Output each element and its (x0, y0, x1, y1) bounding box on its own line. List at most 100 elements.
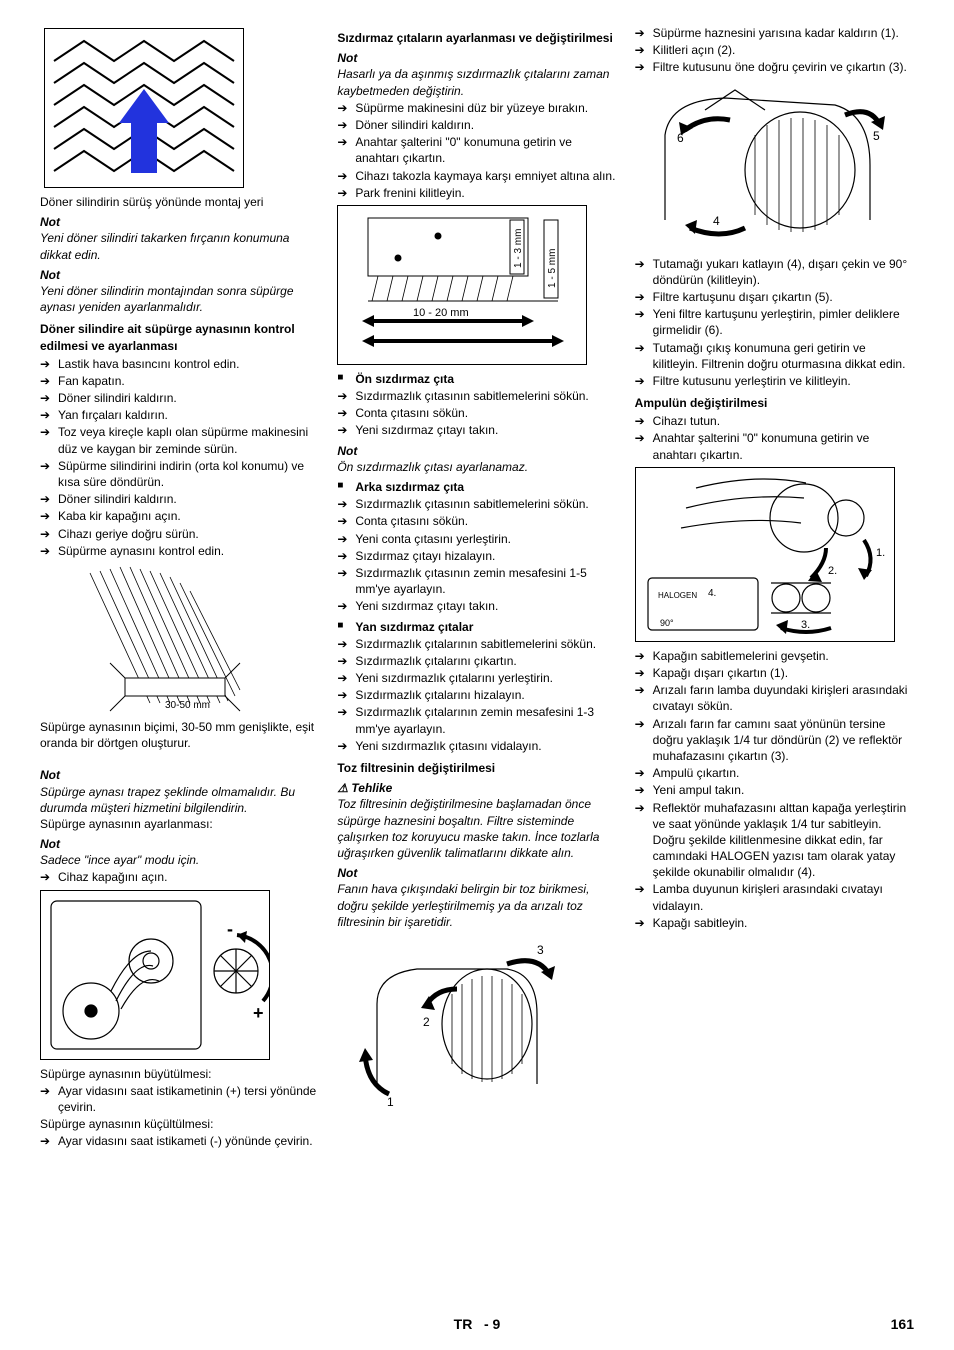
svg-text:-: - (227, 919, 233, 939)
instruction-item: Kaba kir kapağını açın. (40, 508, 319, 524)
footer-page-global: 161 (891, 1315, 914, 1334)
callout-number: 4. (708, 588, 716, 599)
instruction-item: Yeni ampul takın. (635, 782, 914, 798)
instruction-list: Sızdırmazlık çıtalarının sabitlemelerini… (337, 636, 616, 754)
instruction-item: Yeni sızdırmazlık çıtalarını yerleştirin… (337, 670, 616, 686)
note-heading: Not (40, 836, 319, 852)
instruction-list: Cihaz kapağını açın. (40, 869, 319, 885)
callout-number: 6 (677, 131, 684, 145)
footer-sep: - (484, 1316, 489, 1332)
callout-number: 4 (713, 214, 720, 228)
note-text: Sadece "ince ayar" modu için. (40, 852, 319, 868)
section-heading: Döner silindire ait süpürge aynasının ko… (40, 321, 319, 353)
instruction-item: Ampulü çıkartın. (635, 765, 914, 781)
instruction-item: Filtre kutusunu yerleştirin ve kilitleyi… (635, 373, 914, 389)
instruction-item: Ayar vidasını saat istikameti (-) yönünd… (40, 1133, 319, 1149)
instruction-item: Döner silindiri kaldırın. (40, 390, 319, 406)
figure-adjust-screw: - + (40, 890, 270, 1060)
caption-fig1: Döner silindirin sürüş yönünde montaj ye… (40, 194, 319, 210)
dimension-label: 10 - 20 mm (413, 307, 469, 319)
page-footer: TR - 9 161 (0, 1315, 954, 1334)
instruction-item: Arızalı farın lamba duyundaki kirişleri … (635, 682, 914, 714)
instruction-item: Tutamağı çıkış konumuna geri getirin ve … (635, 340, 914, 372)
note-heading: Not (40, 214, 319, 230)
instruction-item: Döner silindiri kaldırın. (337, 117, 616, 133)
instruction-list: Sızdırmazlık çıtasının sabitlemelerini s… (337, 496, 616, 614)
instruction-item: Lastik hava basıncını kontrol edin. (40, 356, 319, 372)
callout-number: 1. (876, 547, 885, 559)
instruction-item: Yeni sızdırmaz çıtayı takın. (337, 422, 616, 438)
note-heading: Not (337, 50, 616, 66)
dimension-label: 30-50 mm (165, 700, 210, 711)
note-heading: Not (337, 865, 616, 881)
instruction-item: Toz veya kireçle kaplı olan süpürme maki… (40, 424, 319, 456)
svg-text:+: + (253, 1003, 264, 1023)
figure-sealing-strip: 10 - 20 mm 1 - 3 mm 1 - 5 mm (337, 205, 587, 365)
callout-number: 1 (387, 1095, 394, 1109)
figure-filter-cartridge: 4 5 6 (635, 80, 895, 250)
instruction-list: Lastik hava basıncını kontrol edin. Fan … (40, 356, 319, 559)
instruction-item: Cihaz kapağını açın. (40, 869, 319, 885)
dimension-label: 1 - 5 mm (547, 248, 558, 287)
instruction-item: Cihazı tutun. (635, 413, 914, 429)
instruction-item: Conta çıtasını sökün. (337, 513, 616, 529)
figure-bulb-replace: HALOGEN 90° 4. 1. 2. 3. (635, 467, 895, 642)
section-heading: Ampulün değiştirilmesi (635, 395, 914, 411)
instruction-list: Tutamağı yukarı katlayın (4), dışarı çek… (635, 256, 914, 390)
note-heading: Not (40, 767, 319, 783)
instruction-item: Yan fırçaları kaldırın. (40, 407, 319, 423)
subsection-heading: Arka sızdırmaz çıta (337, 479, 616, 495)
instruction-item: Döner silindiri kaldırın. (40, 491, 319, 507)
instruction-item: Sızdırmazlık çıtasının sabitlemelerini s… (337, 496, 616, 512)
instruction-item: Sızdırmaz çıtayı hizalayın. (337, 548, 616, 564)
instruction-item: Cihazı geriye doğru sürün. (40, 526, 319, 542)
label-halogen: HALOGEN (658, 591, 697, 600)
instruction-item: Kapağı sabitleyin. (635, 915, 914, 931)
instruction-item: Süpürme aynasını kontrol edin. (40, 543, 319, 559)
danger-heading: Tehlike (337, 780, 616, 796)
instruction-item: Ayar vidasını saat istikametinin (+) ter… (40, 1083, 319, 1115)
instruction-list: Süpürme haznesini yarısına kadar kaldırı… (635, 25, 914, 76)
callout-number: 2. (828, 565, 837, 577)
instruction-item: Tutamağı yukarı katlayın (4), dışarı çek… (635, 256, 914, 288)
section-heading: Sızdırmaz çıtaların ayarlanması ve değiş… (337, 30, 616, 46)
note-text: Süpürge aynası trapez şeklinde olmamalıd… (40, 784, 319, 816)
figure-filter-remove: 1 2 3 (337, 934, 567, 1109)
instruction-item: Kapağın sabitlemelerini gevşetin. (635, 648, 914, 664)
instruction-item: Park frenini kilitleyin. (337, 185, 616, 201)
instruction-item: Sızdırmazlık çıtasının sabitlemelerini s… (337, 388, 616, 404)
dimension-label: 1 - 3 mm (513, 228, 524, 267)
plain-line: Süpürge aynasının büyütülmesi: (40, 1066, 319, 1082)
note-text: Yeni döner silindirin montajından sonra … (40, 283, 319, 315)
figure-brush-footprint: 30-50 mm (70, 563, 260, 713)
instruction-item: Arızalı farın far camını saat yönünün te… (635, 716, 914, 765)
section-heading: Toz filtresinin değiştirilmesi (337, 760, 616, 776)
instruction-item: Kilitleri açın (2). (635, 42, 914, 58)
instruction-item: Lamba duyunun kirişleri arasındaki cıvat… (635, 881, 914, 913)
instruction-item: Sızdırmazlık çıtalarını çıkartın. (337, 653, 616, 669)
callout-number: 5 (873, 129, 880, 143)
instruction-item: Yeni filtre kartuşunu yerleştirin, pimle… (635, 306, 914, 338)
instruction-item: Sızdırmazlık çıtalarının sabitlemelerini… (337, 636, 616, 652)
plain-line: Süpürge aynasının küçültülmesi: (40, 1116, 319, 1132)
instruction-item: Cihazı takozla kaymaya karşı emniyet alt… (337, 168, 616, 184)
subsection-heading: Yan sızdırmaz çıtalar (337, 619, 616, 635)
instruction-item: Sızdırmazlık çıtalarını hizalayın. (337, 687, 616, 703)
instruction-item: Sızdırmazlık çıtalarının zemin mesafesin… (337, 704, 616, 736)
danger-text: Toz filtresinin değiştirilmesine başlama… (337, 796, 616, 861)
instruction-item: Sızdırmazlık çıtasının zemin mesafesini … (337, 565, 616, 597)
instruction-item: Filtre kartuşunu dışarı çıkartın (5). (635, 289, 914, 305)
instruction-list: Ayar vidasını saat istikameti (-) yönünd… (40, 1133, 319, 1149)
instruction-list: Süpürme makinesini düz bir yüzeye bırakı… (337, 100, 616, 201)
instruction-item: Süpürme makinesini düz bir yüzeye bırakı… (337, 100, 616, 116)
instruction-item: Fan kapatın. (40, 373, 319, 389)
note-text: Yeni döner silindiri takarken fırçanın k… (40, 230, 319, 262)
note-heading: Not (337, 443, 616, 459)
footer-lang: TR (454, 1316, 473, 1332)
instruction-list: Ayar vidasını saat istikametinin (+) ter… (40, 1083, 319, 1115)
instruction-list: Sızdırmazlık çıtasının sabitlemelerini s… (337, 388, 616, 439)
instruction-item: Yeni sızdırmazlık çıtasını vidalayın. (337, 738, 616, 754)
instruction-item: Yeni conta çıtasını yerleştirin. (337, 531, 616, 547)
instruction-item: Yeni sızdırmaz çıtayı takın. (337, 598, 616, 614)
label-90deg: 90° (660, 618, 674, 628)
